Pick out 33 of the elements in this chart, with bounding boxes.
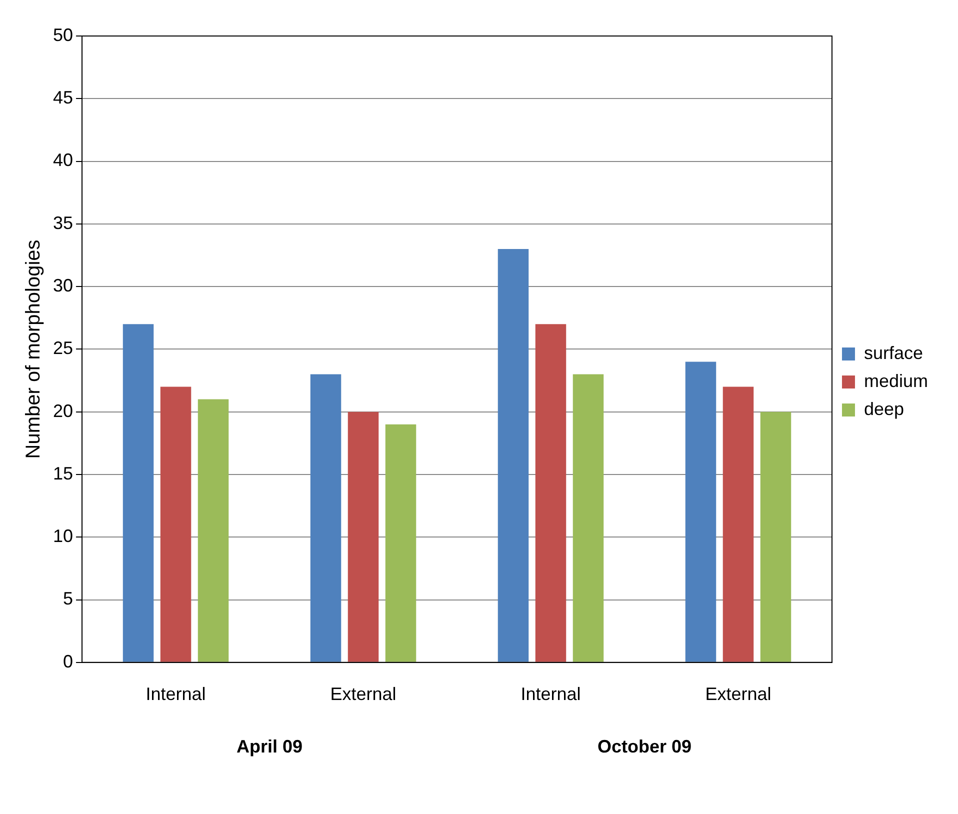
legend-label: medium: [864, 370, 928, 391]
y-tick-label: 15: [52, 463, 74, 484]
bar: [760, 412, 792, 662]
text: October 09: [597, 736, 692, 756]
y-axis-title: Number of morphologies: [22, 240, 45, 459]
y-tick-label: 40: [52, 150, 74, 170]
x-tick-label: External: [330, 684, 396, 704]
bar: [310, 374, 342, 662]
bar: [498, 248, 529, 662]
y-tick-label: 10: [52, 526, 74, 546]
y-tick-label: 5: [63, 588, 74, 609]
text: April 09: [236, 736, 303, 756]
bar: [348, 412, 379, 662]
bar: [535, 324, 566, 662]
bar: [685, 362, 716, 662]
y-tick-label: 50: [52, 24, 74, 45]
y-tick-label: 45: [52, 88, 74, 108]
x-tick-label: Internal: [520, 684, 581, 704]
bar: [122, 324, 154, 662]
bar: [160, 386, 192, 662]
y-tick-label: 30: [52, 276, 74, 296]
y-tick-label: 20: [52, 400, 74, 421]
y-tick-label: 0: [63, 651, 74, 672]
bar: [198, 399, 229, 662]
y-tick-label: 35: [52, 212, 74, 233]
bar: [572, 374, 604, 662]
legend-label: deep: [864, 398, 904, 419]
bar: [722, 386, 754, 662]
x-tick-label: External: [705, 684, 772, 704]
legend-label: surface: [864, 342, 924, 363]
x-tick-label: Internal: [146, 684, 206, 704]
y-tick-label: 25: [52, 338, 74, 358]
bar: [385, 424, 416, 662]
